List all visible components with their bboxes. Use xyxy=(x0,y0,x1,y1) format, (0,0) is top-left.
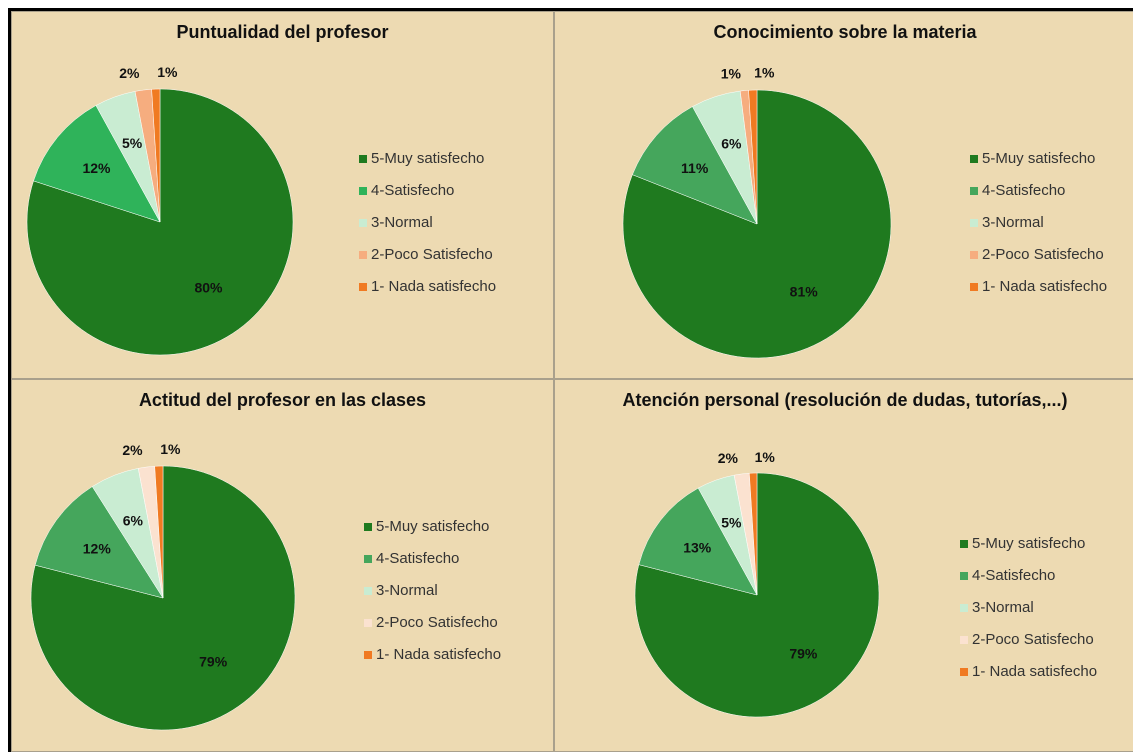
legend-label: 3-Normal xyxy=(982,214,1044,231)
chart-panel: 81% 5-Muy satisfecho 11% 4-Satisfecho 6% 3-No… xyxy=(554,11,1133,379)
pie-chart: 79% 5-Muy satisfecho 12% 4-Satisfecho 6% 3-No… xyxy=(30,441,501,731)
data-label: 6% xyxy=(721,136,742,152)
legend-marker xyxy=(970,155,978,163)
legend-marker xyxy=(970,219,978,227)
legend-marker xyxy=(970,283,978,291)
legend-marker xyxy=(364,555,372,563)
chart-title: Conocimiento sobre la materia xyxy=(713,22,977,42)
legend-label: 3-Normal xyxy=(371,214,433,231)
chart-title: Puntualidad del profesor xyxy=(176,22,389,42)
data-label: 1% xyxy=(160,441,181,457)
pie-chart: 79% 5-Muy satisfecho 13% 4-Satisfecho 5% 3-No… xyxy=(634,449,1097,718)
legend-label: 4-Satisfecho xyxy=(972,567,1055,584)
legend-label: 1- Nada satisfecho xyxy=(376,646,501,663)
data-label: 1% xyxy=(754,65,775,81)
legend-label: 3-Normal xyxy=(376,582,438,599)
legend-label: 5-Muy satisfecho xyxy=(371,150,484,167)
chart-title: Actitud del profesor en las clases xyxy=(138,390,427,410)
data-label: 5% xyxy=(721,515,742,531)
pie-slice xyxy=(638,487,758,596)
legend-marker xyxy=(970,187,978,195)
legend-label: 2-Poco Satisfecho xyxy=(371,246,493,263)
legend-marker xyxy=(364,651,372,659)
data-label: 12% xyxy=(83,541,112,557)
chart-panel: 79% 5-Muy satisfecho 13% 4-Satisfecho 5% 3-No… xyxy=(554,379,1133,752)
legend-marker xyxy=(364,523,372,531)
data-label: 1% xyxy=(755,449,776,465)
legend-label: 1- Nada satisfecho xyxy=(972,663,1097,680)
legend-label: 2-Poco Satisfecho xyxy=(982,246,1104,263)
data-label: 81% xyxy=(790,283,819,299)
legend-label: 4-Satisfecho xyxy=(371,182,454,199)
pie-slice xyxy=(154,465,164,599)
data-label: 2% xyxy=(119,65,140,81)
data-label: 1% xyxy=(721,65,742,81)
pie-chart: 80% 5-Muy satisfecho 12% 4-Satisfecho 5% 3-No… xyxy=(26,64,496,356)
legend-marker xyxy=(960,604,968,612)
pie-slice xyxy=(749,472,758,596)
legend-label: 2-Poco Satisfecho xyxy=(972,631,1094,648)
chart-title: Atención personal (resolución de dudas, … xyxy=(622,390,1068,410)
pie-slice xyxy=(34,486,164,599)
legend-label: 5-Muy satisfecho xyxy=(982,150,1095,167)
chart-panel: 80% 5-Muy satisfecho 12% 4-Satisfecho 5% 3-No… xyxy=(11,11,554,379)
legend-marker xyxy=(364,619,372,627)
legend-marker xyxy=(960,540,968,548)
legend-label: 4-Satisfecho xyxy=(982,182,1065,199)
data-label: 11% xyxy=(681,160,709,176)
legend-label: 3-Normal xyxy=(972,599,1034,616)
data-label: 6% xyxy=(123,513,144,529)
legend-marker xyxy=(359,187,367,195)
pie-slice xyxy=(33,105,161,223)
legend-label: 2-Poco Satisfecho xyxy=(376,614,498,631)
legend-marker xyxy=(359,155,367,163)
data-label: 80% xyxy=(194,279,223,295)
dashboard: 80% 5-Muy satisfecho 12% 4-Satisfecho 5% 3-No… xyxy=(8,8,1133,752)
legend-marker xyxy=(359,251,367,259)
data-label: 1% xyxy=(157,64,178,80)
legend-marker xyxy=(970,251,978,259)
legend-marker xyxy=(960,668,968,676)
legend-marker xyxy=(960,572,968,580)
data-label: 79% xyxy=(199,653,228,669)
data-label: 5% xyxy=(122,135,143,151)
legend-label: 4-Satisfecho xyxy=(376,550,459,567)
legend-marker xyxy=(364,587,372,595)
legend-marker xyxy=(960,636,968,644)
legend-marker xyxy=(359,219,367,227)
legend-label: 5-Muy satisfecho xyxy=(972,535,1085,552)
legend-label: 1- Nada satisfecho xyxy=(982,278,1107,295)
pie-slice xyxy=(632,106,758,225)
data-label: 79% xyxy=(789,645,818,661)
legend-marker xyxy=(359,283,367,291)
chart-panel: 79% 5-Muy satisfecho 12% 4-Satisfecho 6% 3-No… xyxy=(11,379,554,752)
data-label: 12% xyxy=(82,160,111,176)
legend-label: 1- Nada satisfecho xyxy=(371,278,496,295)
pie-slice xyxy=(748,89,758,225)
data-label: 13% xyxy=(683,539,712,555)
pie-chart: 81% 5-Muy satisfecho 11% 4-Satisfecho 6% 3-No… xyxy=(622,65,1107,359)
legend-label: 5-Muy satisfecho xyxy=(376,518,489,535)
data-label: 2% xyxy=(718,450,739,466)
data-label: 2% xyxy=(122,442,143,458)
pie-slice xyxy=(151,88,161,223)
